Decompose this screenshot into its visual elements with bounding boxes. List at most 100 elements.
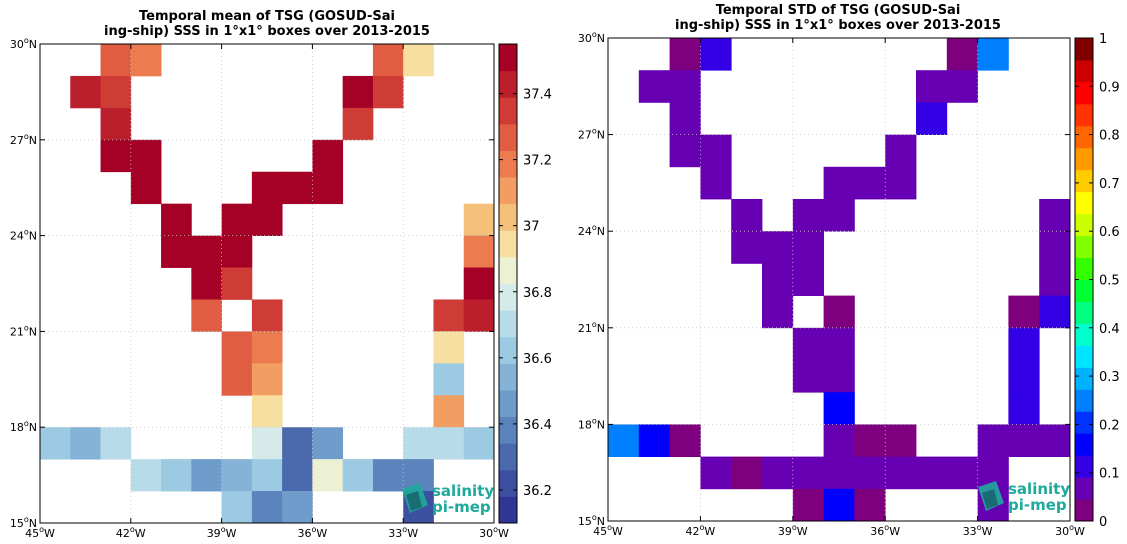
- heatmap-cell: [403, 427, 434, 460]
- heatmap-cell: [221, 203, 253, 236]
- heatmap-cell: [916, 70, 948, 103]
- heatmap-cell: [221, 459, 253, 492]
- chart-title-line-1: Temporal mean of TSG (GOSUD-Sai: [139, 9, 395, 24]
- heatmap-cell: [251, 171, 283, 205]
- heatmap-cell: [823, 392, 855, 425]
- heatmap-cell: [100, 139, 132, 173]
- x-tick-label: 42oW: [116, 525, 146, 540]
- colorbar-segment: [1075, 81, 1093, 105]
- heatmap-cell: [100, 44, 132, 77]
- colorbar-segment: [1075, 279, 1093, 302]
- plot-frame: [39, 43, 495, 524]
- heatmap-cell: [161, 235, 192, 268]
- heatmap-cell: [221, 363, 253, 396]
- heatmap-cell: [221, 267, 253, 300]
- heatmap-cell: [100, 427, 132, 460]
- colorbar-segment: [1075, 499, 1093, 522]
- heatmap-cell: [762, 295, 794, 329]
- heatmap-cell: [823, 360, 855, 393]
- heatmap-cell: [823, 199, 855, 232]
- heatmap-cell: [130, 459, 162, 492]
- heatmap-cell: [282, 171, 313, 205]
- colorbar-segment: [1075, 301, 1093, 324]
- heatmap-cell: [282, 427, 313, 460]
- colorbar-tick-label: 0.4: [1099, 322, 1120, 337]
- heatmap-cell: [792, 263, 824, 296]
- heatmap-cell: [916, 102, 948, 135]
- x-tick-label: 33oW: [388, 525, 418, 540]
- colorbar-segment: [499, 150, 517, 178]
- heatmap-cell: [342, 459, 374, 492]
- heatmap-cell: [433, 331, 465, 364]
- colorbar-segment: [499, 443, 517, 471]
- heatmap-cell: [161, 203, 192, 236]
- logo-text-salinity: salinity: [1008, 480, 1070, 498]
- colorbar-segment: [499, 177, 517, 205]
- y-tick-label: 21oN: [10, 323, 37, 338]
- heatmap-cell: [372, 75, 404, 109]
- heatmap-cell: [251, 203, 283, 236]
- colorbar-tick-label: 0.1: [1099, 467, 1120, 482]
- logo-mark-shadow: [982, 489, 998, 509]
- heatmap-cell: [916, 456, 948, 490]
- colorbar-segment: [1075, 433, 1093, 456]
- colorbar-segment: [1075, 38, 1093, 61]
- heatmap-cell: [669, 38, 701, 71]
- colorbar-tick-label: 0.8: [1099, 129, 1120, 144]
- heatmap-cell: [1008, 424, 1040, 457]
- heatmap-cell: [342, 75, 374, 109]
- heatmap-cell: [100, 75, 132, 109]
- heatmap-cell: [251, 395, 283, 428]
- heatmap-cell: [191, 235, 222, 268]
- colorbar-segment: [1075, 411, 1093, 434]
- x-tick-label: 36oW: [298, 525, 328, 540]
- logo-mark-shadow: [406, 491, 422, 511]
- heatmap-cell: [251, 331, 283, 364]
- heatmap-cell: [191, 267, 222, 300]
- heatmap-cell: [762, 263, 794, 296]
- heatmap-cell: [854, 488, 886, 522]
- y-tick-label: 21oN: [578, 320, 605, 335]
- x-tick-label: 45oW: [593, 523, 623, 538]
- heatmap-cell: [221, 331, 253, 364]
- panel-1: Temporal mean of TSG (GOSUD-Saiing-ship)…: [10, 9, 552, 540]
- chart-title-line-2: ing-ship) SSS in 1°x1° boxes over 2013-2…: [104, 24, 430, 39]
- heatmap-cell: [463, 203, 495, 236]
- colorbar-segment: [499, 469, 517, 497]
- x-tick-label: 33oW: [963, 523, 993, 538]
- x-tick-label: 45oW: [25, 525, 55, 540]
- heatmap-cell: [1039, 263, 1071, 296]
- heatmap-cell: [792, 199, 824, 232]
- colorbar-segment: [499, 363, 517, 391]
- heatmap-cell: [638, 424, 670, 457]
- heatmap-cell: [312, 139, 344, 173]
- heatmap-cell: [433, 363, 465, 396]
- colorbar-segment: [499, 123, 517, 151]
- colorbar-segment: [499, 416, 517, 444]
- heatmap-cell: [608, 424, 640, 457]
- y-tick-label: 15oN: [578, 513, 605, 528]
- heatmap-cell: [946, 456, 978, 490]
- y-tick-label: 24oN: [578, 223, 605, 238]
- heatmap-cell: [885, 134, 917, 168]
- colorbar-tick-label: 0.5: [1099, 274, 1120, 289]
- heatmap-cell: [251, 459, 283, 492]
- colorbar-segment: [1075, 367, 1093, 390]
- heatmap-cell: [792, 360, 824, 393]
- colorbar-segment: [1075, 59, 1093, 83]
- chart-title-line-1: Temporal STD of TSG (GOSUD-Sai: [716, 3, 961, 18]
- heatmap-cell: [885, 456, 917, 490]
- colorbar-segment: [1075, 169, 1093, 193]
- colorbar-segment: [499, 203, 517, 231]
- colorbar-tick-label: 37: [523, 220, 540, 235]
- heatmap-cell: [130, 139, 162, 173]
- heatmap-cell: [792, 456, 824, 490]
- heatmap-cell: [251, 299, 283, 332]
- heatmap-cell: [70, 75, 101, 109]
- heatmap-cell: [1039, 424, 1071, 457]
- heatmap-cell: [700, 38, 732, 71]
- colorbar-segment: [499, 389, 517, 418]
- colorbar-segment: [1075, 125, 1093, 149]
